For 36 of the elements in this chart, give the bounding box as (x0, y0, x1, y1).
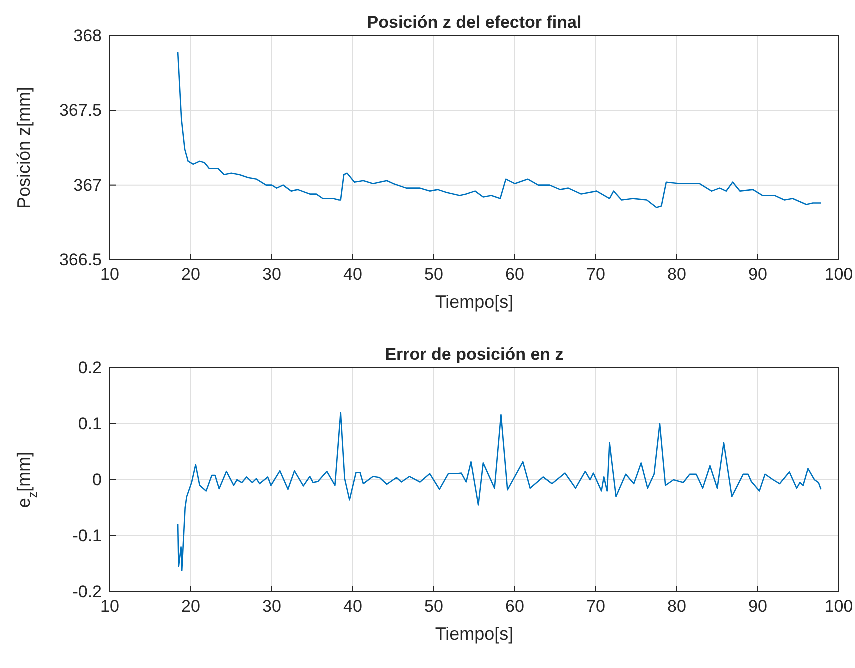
y-tick-label: -0.2 (72, 582, 102, 602)
y-tick-label: 366.5 (59, 250, 102, 270)
x-tick-label: 100 (824, 597, 854, 616)
chart-title: Posición z del efector final (367, 13, 582, 32)
x-axis-title: Tiempo[s] (435, 624, 514, 644)
x-axis-title: Tiempo[s] (435, 292, 514, 312)
x-tick-label: 50 (424, 265, 444, 284)
y-tick-label: 367.5 (59, 101, 102, 120)
x-tick-label: 40 (344, 597, 362, 616)
line-series (177, 412, 822, 572)
y-tick-label: 368 (74, 26, 102, 46)
y-tick-label: 367 (74, 176, 102, 195)
x-tick-label: 80 (668, 597, 686, 616)
y-axis-title: Posición z[mm] (14, 86, 34, 210)
y-tick-label: 0.1 (78, 414, 102, 434)
x-tick-label: 20 (182, 597, 200, 616)
x-tick-label: 10 (100, 265, 120, 284)
x-tick-label: 80 (668, 265, 686, 284)
y-tick-label: -0.1 (72, 526, 102, 546)
x-tick-label: 30 (262, 597, 282, 616)
x-tick-label: 30 (262, 265, 282, 284)
line-series (177, 52, 822, 208)
x-tick-label: 90 (748, 597, 768, 616)
x-tick-label: 50 (424, 597, 444, 616)
x-tick-label: 20 (182, 265, 200, 284)
x-tick-label: 40 (344, 265, 362, 284)
chart-title: Error de posición en z (385, 345, 564, 364)
x-tick-label: 90 (748, 265, 768, 284)
x-tick-label: 60 (506, 597, 524, 616)
x-tick-label: 70 (586, 597, 606, 616)
y-tick-label: 0.2 (78, 358, 102, 378)
y-tick-label: 0 (92, 470, 102, 490)
x-tick-label: 10 (100, 597, 120, 616)
x-tick-label: 60 (506, 265, 524, 284)
x-tick-label: 100 (824, 265, 854, 284)
x-tick-label: 70 (586, 265, 606, 284)
